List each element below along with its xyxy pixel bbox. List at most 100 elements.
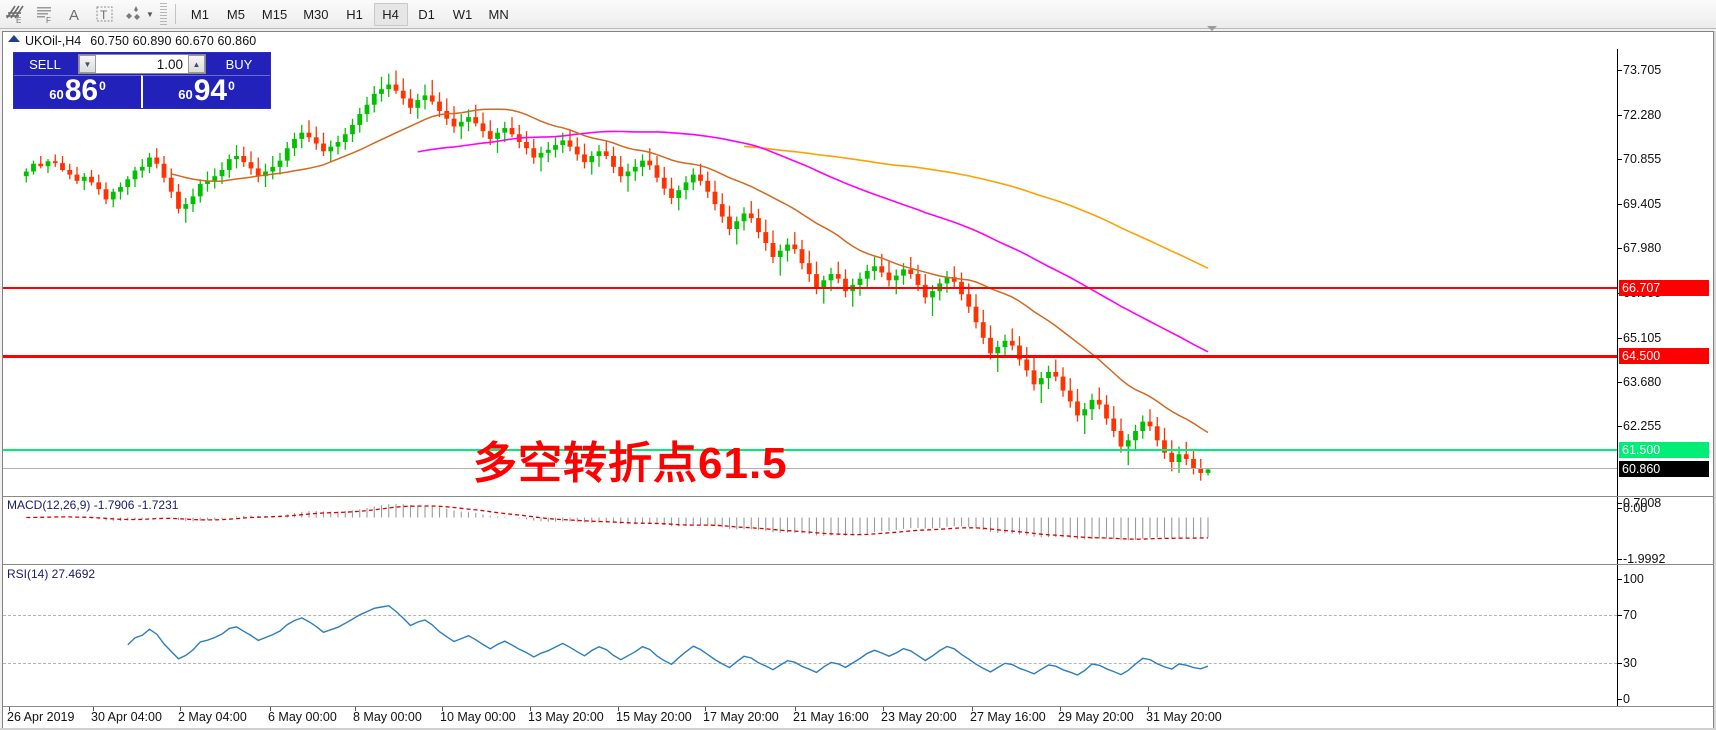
ma-line-darkorange bbox=[171, 108, 1209, 434]
macd-pane[interactable]: MACD(12,26,9) -1.7906 -1.7231 0.7008 0.00 -… bbox=[3, 496, 1713, 566]
sell-price-cell[interactable]: 60 86 0 bbox=[14, 75, 141, 108]
trade-panel-top-row: SELL ▼ 1.00 ▲ BUY bbox=[14, 53, 270, 75]
timeframe-button-h1[interactable]: H1 bbox=[346, 6, 363, 22]
timeframe-button-m5[interactable]: M5 bbox=[226, 6, 245, 22]
macd-histogram bbox=[32, 503, 1209, 541]
svg-text:A: A bbox=[69, 7, 79, 24]
time-axis-label: 26 Apr 2019 bbox=[7, 710, 75, 724]
buy-button[interactable]: BUY bbox=[208, 53, 270, 75]
symbol-label: UKOil-,H4 bbox=[25, 33, 82, 48]
rsi-line bbox=[127, 604, 1209, 676]
time-axis-tick bbox=[9, 707, 10, 711]
timeframe-button-m15[interactable]: M15 bbox=[261, 6, 288, 22]
toolbar-separator bbox=[174, 4, 176, 24]
axis-tick: 70.855 bbox=[1617, 151, 1662, 166]
buy-price-prefix: 60 bbox=[178, 87, 193, 102]
one-click-trading-panel[interactable]: SELL ▼ 1.00 ▲ BUY 60 86 0 bbox=[13, 52, 271, 109]
timeframe-button-mn[interactable]: MN bbox=[488, 6, 509, 22]
axis-tick: 65.105 bbox=[1617, 330, 1662, 345]
plot-canvas bbox=[127, 604, 1209, 676]
level-line-64.500[interactable] bbox=[3, 355, 1617, 358]
price-axis[interactable]: 73.70572.28070.85569.40567.98066.55565.1… bbox=[1617, 49, 1713, 496]
rsi-axis-tick: 30 bbox=[1618, 656, 1637, 670]
svg-text:T: T bbox=[100, 8, 108, 22]
rsi-axis-tick: 0 bbox=[1618, 692, 1630, 706]
time-axis-tick bbox=[180, 707, 181, 711]
time-axis-label: 21 May 16:00 bbox=[793, 710, 869, 724]
price-tag-64.500[interactable]: 64.500 bbox=[1619, 348, 1709, 365]
level-line-61.500[interactable] bbox=[3, 448, 1617, 452]
time-axis-label: 31 May 20:00 bbox=[1146, 710, 1222, 724]
rsi-axis[interactable]: 100 70 30 0 bbox=[1617, 565, 1713, 706]
time-axis-label: 2 May 04:00 bbox=[178, 710, 247, 724]
time-axis-label: 23 May 20:00 bbox=[881, 710, 957, 724]
time-axis-label: 27 May 16:00 bbox=[970, 710, 1046, 724]
chart-scroll-strip[interactable] bbox=[1714, 31, 1716, 728]
macd-axis-tick: -1.9992 bbox=[1617, 552, 1666, 566]
chart-annotation-text[interactable]: 多空转折点61.5 bbox=[473, 439, 788, 488]
price-tag-66.707[interactable]: 66.707 bbox=[1619, 279, 1709, 296]
trade-panel-quotes: 60 86 0 60 94 0 bbox=[14, 75, 270, 108]
time-axis-label: 8 May 00:00 bbox=[353, 710, 422, 724]
toolbar-grip[interactable] bbox=[159, 3, 167, 25]
price-tag-60.860[interactable]: 60.860 bbox=[1619, 461, 1709, 478]
rsi-pane[interactable]: RSI(14) 27.4692 100 70 30 0 bbox=[3, 564, 1713, 706]
rsi-axis-tick: 70 bbox=[1618, 608, 1637, 622]
time-axis-label: 15 May 20:00 bbox=[616, 710, 692, 724]
time-axis-tick bbox=[795, 707, 796, 711]
time-axis-label: 6 May 00:00 bbox=[268, 710, 337, 724]
timeframe-button-d1[interactable]: D1 bbox=[418, 6, 435, 22]
price-pane[interactable]: 73.70572.28070.85569.40567.98066.55565.1… bbox=[3, 49, 1713, 496]
axis-tick: 73.705 bbox=[1617, 63, 1662, 78]
axis-tick: 69.405 bbox=[1617, 196, 1662, 211]
level-line-60.860[interactable] bbox=[3, 468, 1617, 470]
chart-collapse-arrow-icon[interactable] bbox=[1207, 26, 1217, 31]
time-axis-tick bbox=[442, 707, 443, 711]
sell-price-fraction: 0 bbox=[99, 79, 106, 93]
text-label-tool-icon[interactable]: T bbox=[90, 1, 120, 28]
time-axis-tick bbox=[355, 707, 356, 711]
time-axis-label: 13 May 20:00 bbox=[528, 710, 604, 724]
volume-increment-button[interactable]: ▲ bbox=[188, 55, 205, 73]
buy-price-cell[interactable]: 60 94 0 bbox=[141, 75, 270, 108]
timeframe-button-m1[interactable]: M1 bbox=[190, 6, 209, 22]
buy-price-fraction: 0 bbox=[228, 79, 235, 93]
timeframe-button-w1[interactable]: W1 bbox=[452, 6, 473, 22]
time-axis-tick bbox=[883, 707, 884, 711]
text-tool-icon[interactable]: A bbox=[60, 1, 90, 28]
level-line-66.707[interactable] bbox=[3, 286, 1617, 290]
buy-price-main: 94 bbox=[193, 74, 228, 107]
axis-tick: 62.255 bbox=[1617, 419, 1662, 434]
timeframe-button-m30[interactable]: M30 bbox=[303, 6, 329, 22]
candlestick-series bbox=[23, 70, 1211, 481]
timeframe-button-h4[interactable]: H4 bbox=[373, 2, 408, 26]
volume-input[interactable]: ▼ 1.00 ▲ bbox=[78, 54, 206, 74]
indicators-icon[interactable]: F bbox=[30, 1, 60, 28]
rsi-level-70 bbox=[3, 615, 1617, 616]
ma-line-orange bbox=[743, 145, 1209, 269]
objects-dropdown-caret-icon[interactable]: ▼ bbox=[146, 9, 154, 19]
sell-button[interactable]: SELL bbox=[14, 53, 76, 75]
volume-decrement-button[interactable]: ▼ bbox=[79, 55, 96, 73]
time-axis-tick bbox=[972, 707, 973, 711]
chart-window[interactable]: UKOil-,H4 60.750 60.890 60.670 60.860 73… bbox=[2, 31, 1714, 728]
price-tag-61.500[interactable]: 61.500 bbox=[1619, 441, 1709, 458]
axis-tick: 72.280 bbox=[1617, 107, 1662, 122]
plot-canvas bbox=[23, 70, 1211, 481]
expert-advisors-icon[interactable]: E bbox=[0, 1, 30, 28]
chart-period-arrow-icon bbox=[8, 35, 20, 42]
main-toolbar: E F A T bbox=[0, 0, 1716, 29]
svg-text:E: E bbox=[16, 16, 21, 24]
volume-value[interactable]: 1.00 bbox=[96, 55, 188, 73]
time-axis-tick bbox=[618, 707, 619, 711]
objects-icon[interactable] bbox=[120, 1, 150, 28]
macd-axis-tick: 0.7008 bbox=[1617, 496, 1662, 510]
rsi-axis-tick: 100 bbox=[1618, 572, 1644, 586]
time-axis-label: 10 May 00:00 bbox=[440, 710, 516, 724]
sell-price-prefix: 60 bbox=[49, 87, 64, 102]
window-bottom-strip bbox=[0, 728, 1716, 730]
time-axis-tick bbox=[530, 707, 531, 711]
time-axis[interactable]: 26 Apr 2019 30 Apr 04:00 2 May 04:00 6 May … bbox=[3, 706, 1713, 728]
macd-axis[interactable]: 0.7008 0.00 -1.9992 bbox=[1617, 496, 1713, 566]
